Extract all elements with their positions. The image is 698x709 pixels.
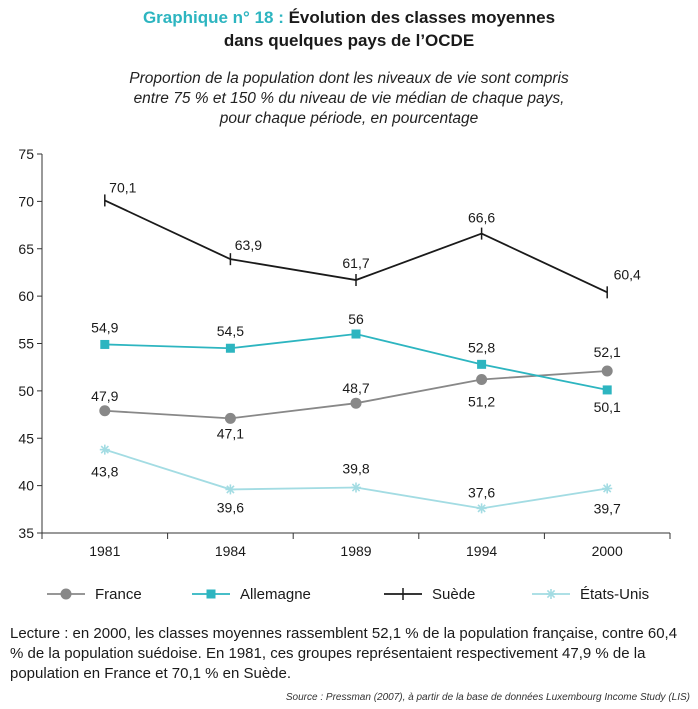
subtitle-line-2: entre 75 % et 150 % du niveau de vie méd… <box>133 90 565 107</box>
legend-label-suede: Suède <box>432 586 475 603</box>
data-point-etats-unis <box>225 484 236 495</box>
data-label-suede: 66,6 <box>468 210 495 226</box>
subtitle-line-3: pour chaque période, en pourcentage <box>219 110 479 127</box>
reading-note: Lecture : en 2000, les classes moyennes … <box>10 625 678 682</box>
x-tick-label: 1984 <box>215 543 246 559</box>
data-point-france <box>350 397 362 409</box>
data-label-allemagne: 54,5 <box>217 323 244 339</box>
y-tick-label: 35 <box>18 525 34 541</box>
data-label-allemagne: 56 <box>348 311 364 327</box>
data-label-suede: 60,4 <box>614 266 641 282</box>
data-label-etats-unis: 39,7 <box>594 500 621 516</box>
data-label-allemagne: 50,1 <box>594 399 621 415</box>
data-label-allemagne: 54,9 <box>91 319 118 335</box>
data-label-france: 52,1 <box>594 344 621 360</box>
source-note: Source : Pressman (2007), à partir de la… <box>285 692 690 703</box>
legend-label-etats-unis: États-Unis <box>580 586 649 603</box>
data-label-etats-unis: 43,8 <box>91 464 118 480</box>
data-label-france: 51,2 <box>468 394 495 410</box>
chart-title: Graphique n° 18 : Évolution des classes … <box>0 6 698 52</box>
data-point-allemagne <box>225 343 235 353</box>
data-point-etats-unis <box>99 444 110 455</box>
legend-label-france: France <box>95 586 142 603</box>
data-point-etats-unis <box>602 483 613 494</box>
data-label-etats-unis: 39,6 <box>217 499 244 515</box>
y-tick-label: 75 <box>18 146 34 162</box>
y-tick-label: 65 <box>18 241 34 257</box>
x-tick-label: 1981 <box>89 543 120 559</box>
x-tick-label: 1989 <box>340 543 371 559</box>
x-tick-label: 2000 <box>592 543 623 559</box>
data-point-etats-unis <box>351 482 361 493</box>
data-point-france <box>99 405 111 417</box>
data-point-france <box>601 365 613 377</box>
data-point-allemagne <box>206 589 216 599</box>
subtitle-line-1: Proportion de la population dont les niv… <box>129 70 569 87</box>
x-tick-label: 1994 <box>466 543 497 559</box>
data-label-allemagne: 52,8 <box>468 339 495 355</box>
data-point-allemagne <box>477 359 487 369</box>
y-tick-label: 60 <box>18 288 34 304</box>
data-label-etats-unis: 39,8 <box>342 461 369 477</box>
data-label-suede: 61,7 <box>342 255 369 271</box>
y-tick-label: 45 <box>18 430 34 446</box>
data-point-france <box>224 412 236 424</box>
data-point-etats-unis <box>476 503 487 514</box>
data-label-france: 47,9 <box>91 388 118 404</box>
y-tick-label: 50 <box>18 383 34 399</box>
data-point-france <box>476 374 488 386</box>
line-chart: 35 40 45 50 55 60 65 70 75 1981 1984 1989 1994 2000 47… <box>18 146 671 603</box>
legend-label-allemagne: Allemagne <box>240 586 311 603</box>
data-label-france: 47,1 <box>217 425 244 441</box>
data-point-allemagne <box>100 339 110 349</box>
chart-title-line1: Évolution des classes moyennes <box>283 8 556 27</box>
chart-title-line2: dans quelques pays de l’OCDE <box>223 31 475 50</box>
data-label-etats-unis: 37,6 <box>468 484 495 500</box>
y-tick-label: 70 <box>18 193 34 209</box>
chart-number: Graphique n° 18 : <box>142 8 284 27</box>
data-label-suede: 70,1 <box>109 179 136 195</box>
data-label-france: 48,7 <box>342 380 369 396</box>
data-point-etats-unis <box>546 589 556 599</box>
data-point-allemagne <box>351 329 361 339</box>
data-point-france <box>60 588 72 600</box>
chart-subtitle: Proportion de la population dont les niv… <box>0 69 698 129</box>
data-label-suede: 63,9 <box>235 237 262 253</box>
data-point-allemagne <box>602 385 612 395</box>
y-tick-label: 55 <box>18 336 34 352</box>
series-line-etats-unis <box>104 448 608 510</box>
y-tick-label: 40 <box>18 478 34 494</box>
